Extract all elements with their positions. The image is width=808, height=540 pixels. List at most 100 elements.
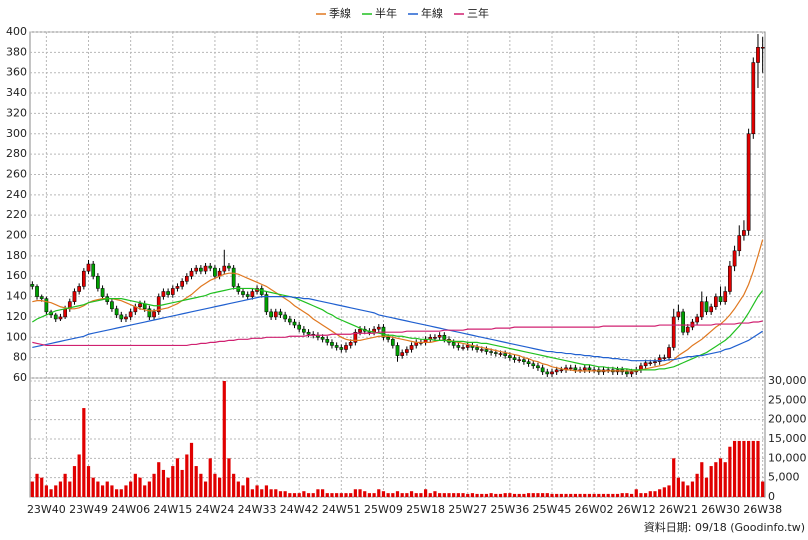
candle-body (732, 250, 737, 267)
y-tick-label: 220 (6, 208, 27, 221)
candle-body (582, 367, 587, 371)
candle-body (39, 296, 44, 299)
volume-bar (559, 493, 563, 497)
candle-body (86, 263, 91, 272)
y-tick-label: 180 (6, 249, 27, 262)
legend-label: 三年 (467, 6, 489, 20)
volume-bar (157, 462, 161, 497)
candle-body (568, 367, 573, 370)
volume-bar (564, 493, 568, 497)
candle-body (456, 345, 461, 348)
candle-body (685, 326, 690, 333)
candle-body (264, 294, 269, 313)
volume-bar (475, 493, 479, 497)
volume-bar (391, 493, 395, 497)
legend-label: 季線 (329, 6, 351, 20)
y-tick-label: 380 (6, 45, 27, 58)
volume-bar (91, 477, 95, 497)
volume-bar (335, 493, 339, 497)
volume-bar (653, 491, 657, 497)
volume-bar (587, 493, 592, 497)
candle-body (489, 351, 493, 353)
volume-bar (185, 454, 189, 497)
volume-bar (96, 481, 100, 497)
candle-body (437, 335, 442, 338)
volume-bar (658, 489, 662, 497)
volume-bar (644, 493, 648, 497)
candle-body (348, 342, 353, 346)
volume-bar (208, 458, 212, 497)
candle-body (278, 311, 283, 316)
candle-body (63, 308, 67, 318)
volume-bar (297, 493, 301, 497)
candle-body (508, 355, 512, 358)
volume-bar (756, 440, 760, 497)
candle-body (259, 288, 264, 295)
y-tick-label: 340 (6, 86, 27, 99)
volume-bar (222, 381, 226, 497)
volume-bar (35, 473, 39, 497)
volume-bar (138, 477, 142, 497)
volume-bar (58, 481, 63, 497)
volume-bar (662, 487, 666, 497)
candle-body (199, 267, 203, 272)
volume-bar (189, 442, 194, 497)
candle-body (751, 62, 756, 135)
y2-tick-label: 0 (768, 490, 775, 503)
candle-body (465, 345, 470, 348)
y-tick-label: 260 (6, 167, 27, 180)
volume-bar (526, 493, 531, 497)
volume-bar (494, 493, 498, 497)
volume-bar (569, 493, 573, 497)
volume-bar (409, 491, 414, 497)
legend-label: 年線 (421, 6, 443, 20)
volume-bar (667, 485, 671, 497)
candle-body (400, 352, 405, 356)
volume-bar (367, 493, 372, 497)
x-tick-label: 24W24 (195, 503, 234, 516)
candle-body (35, 286, 39, 297)
volume-bar (695, 473, 699, 497)
volume-bar (246, 477, 250, 497)
candle-body (81, 270, 86, 287)
volume-bar (461, 493, 465, 497)
candle-body (405, 349, 409, 353)
volume-bar (100, 485, 105, 497)
candle-body (737, 235, 742, 252)
candle-body (30, 284, 35, 287)
candle-body (493, 352, 498, 354)
volume-bar (700, 462, 704, 497)
x-tick-label: 24W33 (238, 503, 277, 516)
volume-bar (541, 493, 545, 497)
volume-bar (606, 493, 610, 497)
x-tick-label: 25W18 (406, 503, 445, 516)
candle-body (96, 275, 100, 289)
volume-bar (377, 489, 381, 497)
y-tick-label: 320 (6, 106, 27, 119)
volume-bar (545, 493, 549, 497)
y-tick-label: 80 (13, 351, 27, 364)
x-tick-label: 24W06 (111, 503, 150, 516)
volume-bar (227, 458, 231, 497)
candle-body (170, 288, 175, 295)
volume-bar (302, 491, 306, 497)
volume-bar (718, 458, 723, 497)
volume-bar (115, 489, 119, 497)
volume-bar (292, 493, 297, 497)
candle-body (124, 316, 128, 320)
y2-tick-label: 15,000 (768, 432, 807, 445)
volume-bar (386, 493, 390, 497)
volume-bar (86, 466, 91, 497)
volume-bar (44, 485, 48, 497)
candle-body (536, 365, 540, 369)
candle-body (728, 265, 732, 292)
volume-bar (714, 462, 718, 497)
volume-bar (484, 493, 489, 497)
volume-bar (330, 493, 334, 497)
y-tick-label: 140 (6, 290, 27, 303)
volume-bar (489, 493, 493, 497)
x-tick-label: 25W27 (448, 503, 487, 516)
y-tick-label: 300 (6, 127, 27, 140)
candle-body (114, 308, 119, 316)
